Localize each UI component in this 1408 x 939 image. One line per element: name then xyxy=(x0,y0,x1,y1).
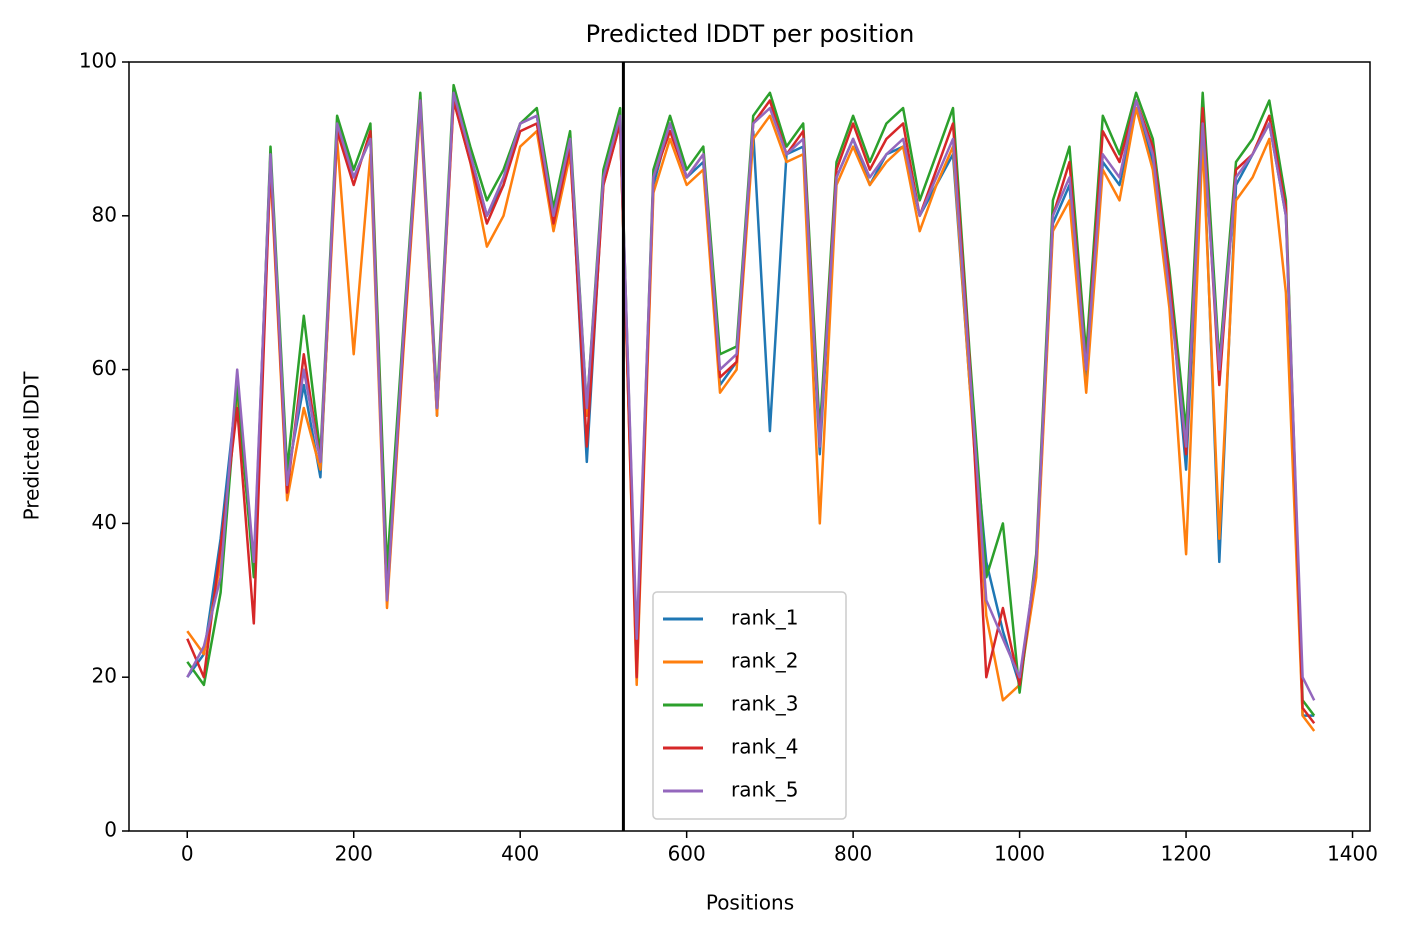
chart-title: Predicted lDDT per position xyxy=(586,20,915,48)
legend-box xyxy=(652,591,847,820)
y-tick-label: 0 xyxy=(104,818,117,842)
x-tick-label: 800 xyxy=(834,842,872,866)
x-axis-label: Positions xyxy=(706,891,794,915)
legend-label: rank_1 xyxy=(731,606,798,630)
x-tick-label: 600 xyxy=(668,842,706,866)
x-tick-label: 400 xyxy=(501,842,539,866)
y-axis-label: Predicted lDDT xyxy=(20,371,44,521)
y-tick-label: 40 xyxy=(92,510,117,534)
legend-label: rank_2 xyxy=(731,649,798,673)
y-tick-label: 20 xyxy=(92,664,117,688)
x-tick-label: 200 xyxy=(335,842,373,866)
legend-label: rank_3 xyxy=(731,692,798,716)
series-line xyxy=(186,91,1316,701)
plot-frame xyxy=(128,61,1371,832)
legend-label: rank_4 xyxy=(731,735,798,759)
y-tick-label: 100 xyxy=(79,49,117,73)
y-tick-label: 80 xyxy=(92,202,117,226)
legend-label: rank_5 xyxy=(731,778,798,802)
x-tick-label: 0 xyxy=(181,842,194,866)
x-tick-label: 1200 xyxy=(1161,842,1212,866)
y-tick-label: 60 xyxy=(92,356,117,380)
x-tick-label: 1400 xyxy=(1327,842,1378,866)
x-tick-label: 1000 xyxy=(994,842,1045,866)
